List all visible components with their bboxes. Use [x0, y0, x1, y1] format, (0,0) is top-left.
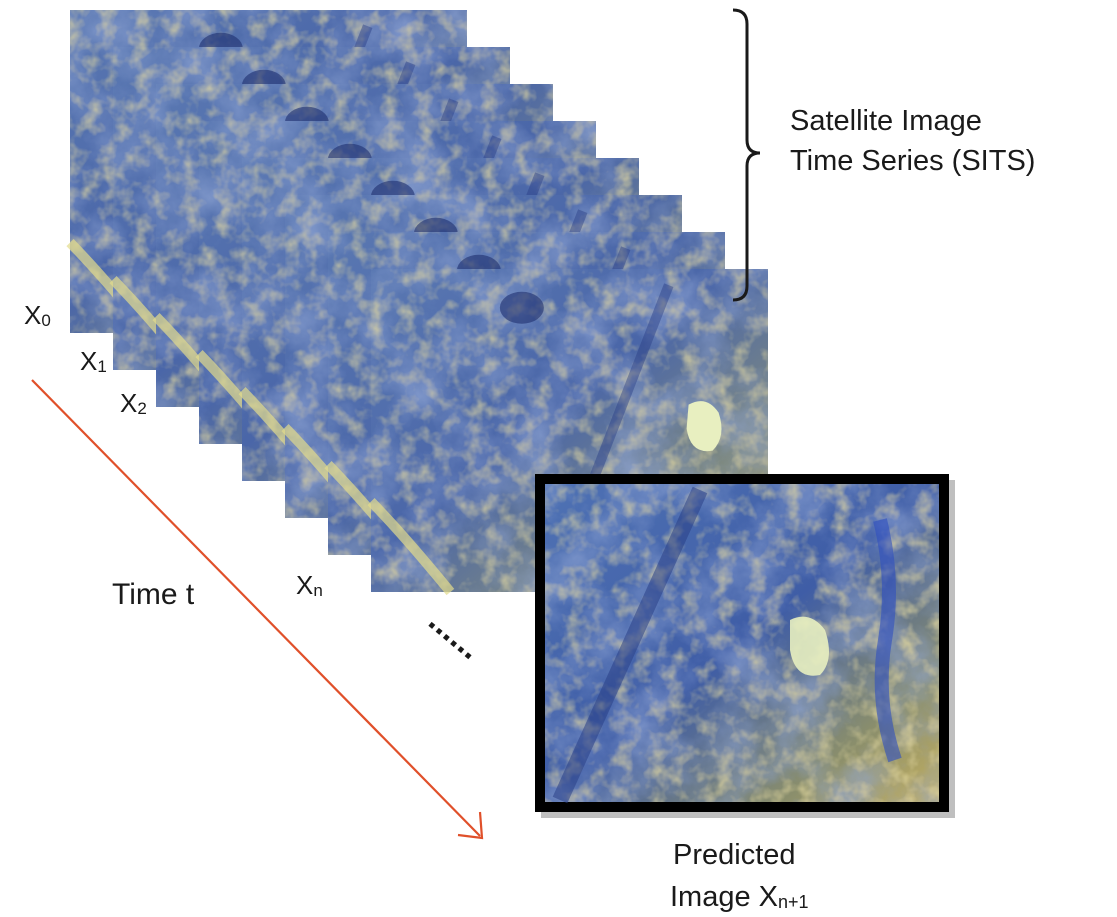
- image-stack: [66, 10, 768, 596]
- predicted-label-line1: Predicted: [673, 839, 796, 871]
- frame-label-x0: X0: [24, 300, 51, 330]
- time-arrow: [31, 379, 484, 840]
- continuation-dots: ......: [422, 601, 490, 667]
- bracket-label-line1: Satellite Image: [790, 105, 982, 137]
- frame-label-x2: X2: [120, 388, 147, 418]
- series-bracket: [732, 8, 761, 302]
- frame-labels: X0 X1 X2 Xn: [24, 300, 323, 600]
- bracket-label-line2: Time Series (SITS): [790, 145, 1035, 177]
- time-label: Time t: [112, 578, 195, 611]
- frame-label-xn: Xn: [296, 570, 323, 600]
- predicted-image: [535, 474, 955, 818]
- predicted-label-line2: Image Xn+1: [670, 881, 809, 913]
- frame-label-x1: X1: [80, 346, 107, 376]
